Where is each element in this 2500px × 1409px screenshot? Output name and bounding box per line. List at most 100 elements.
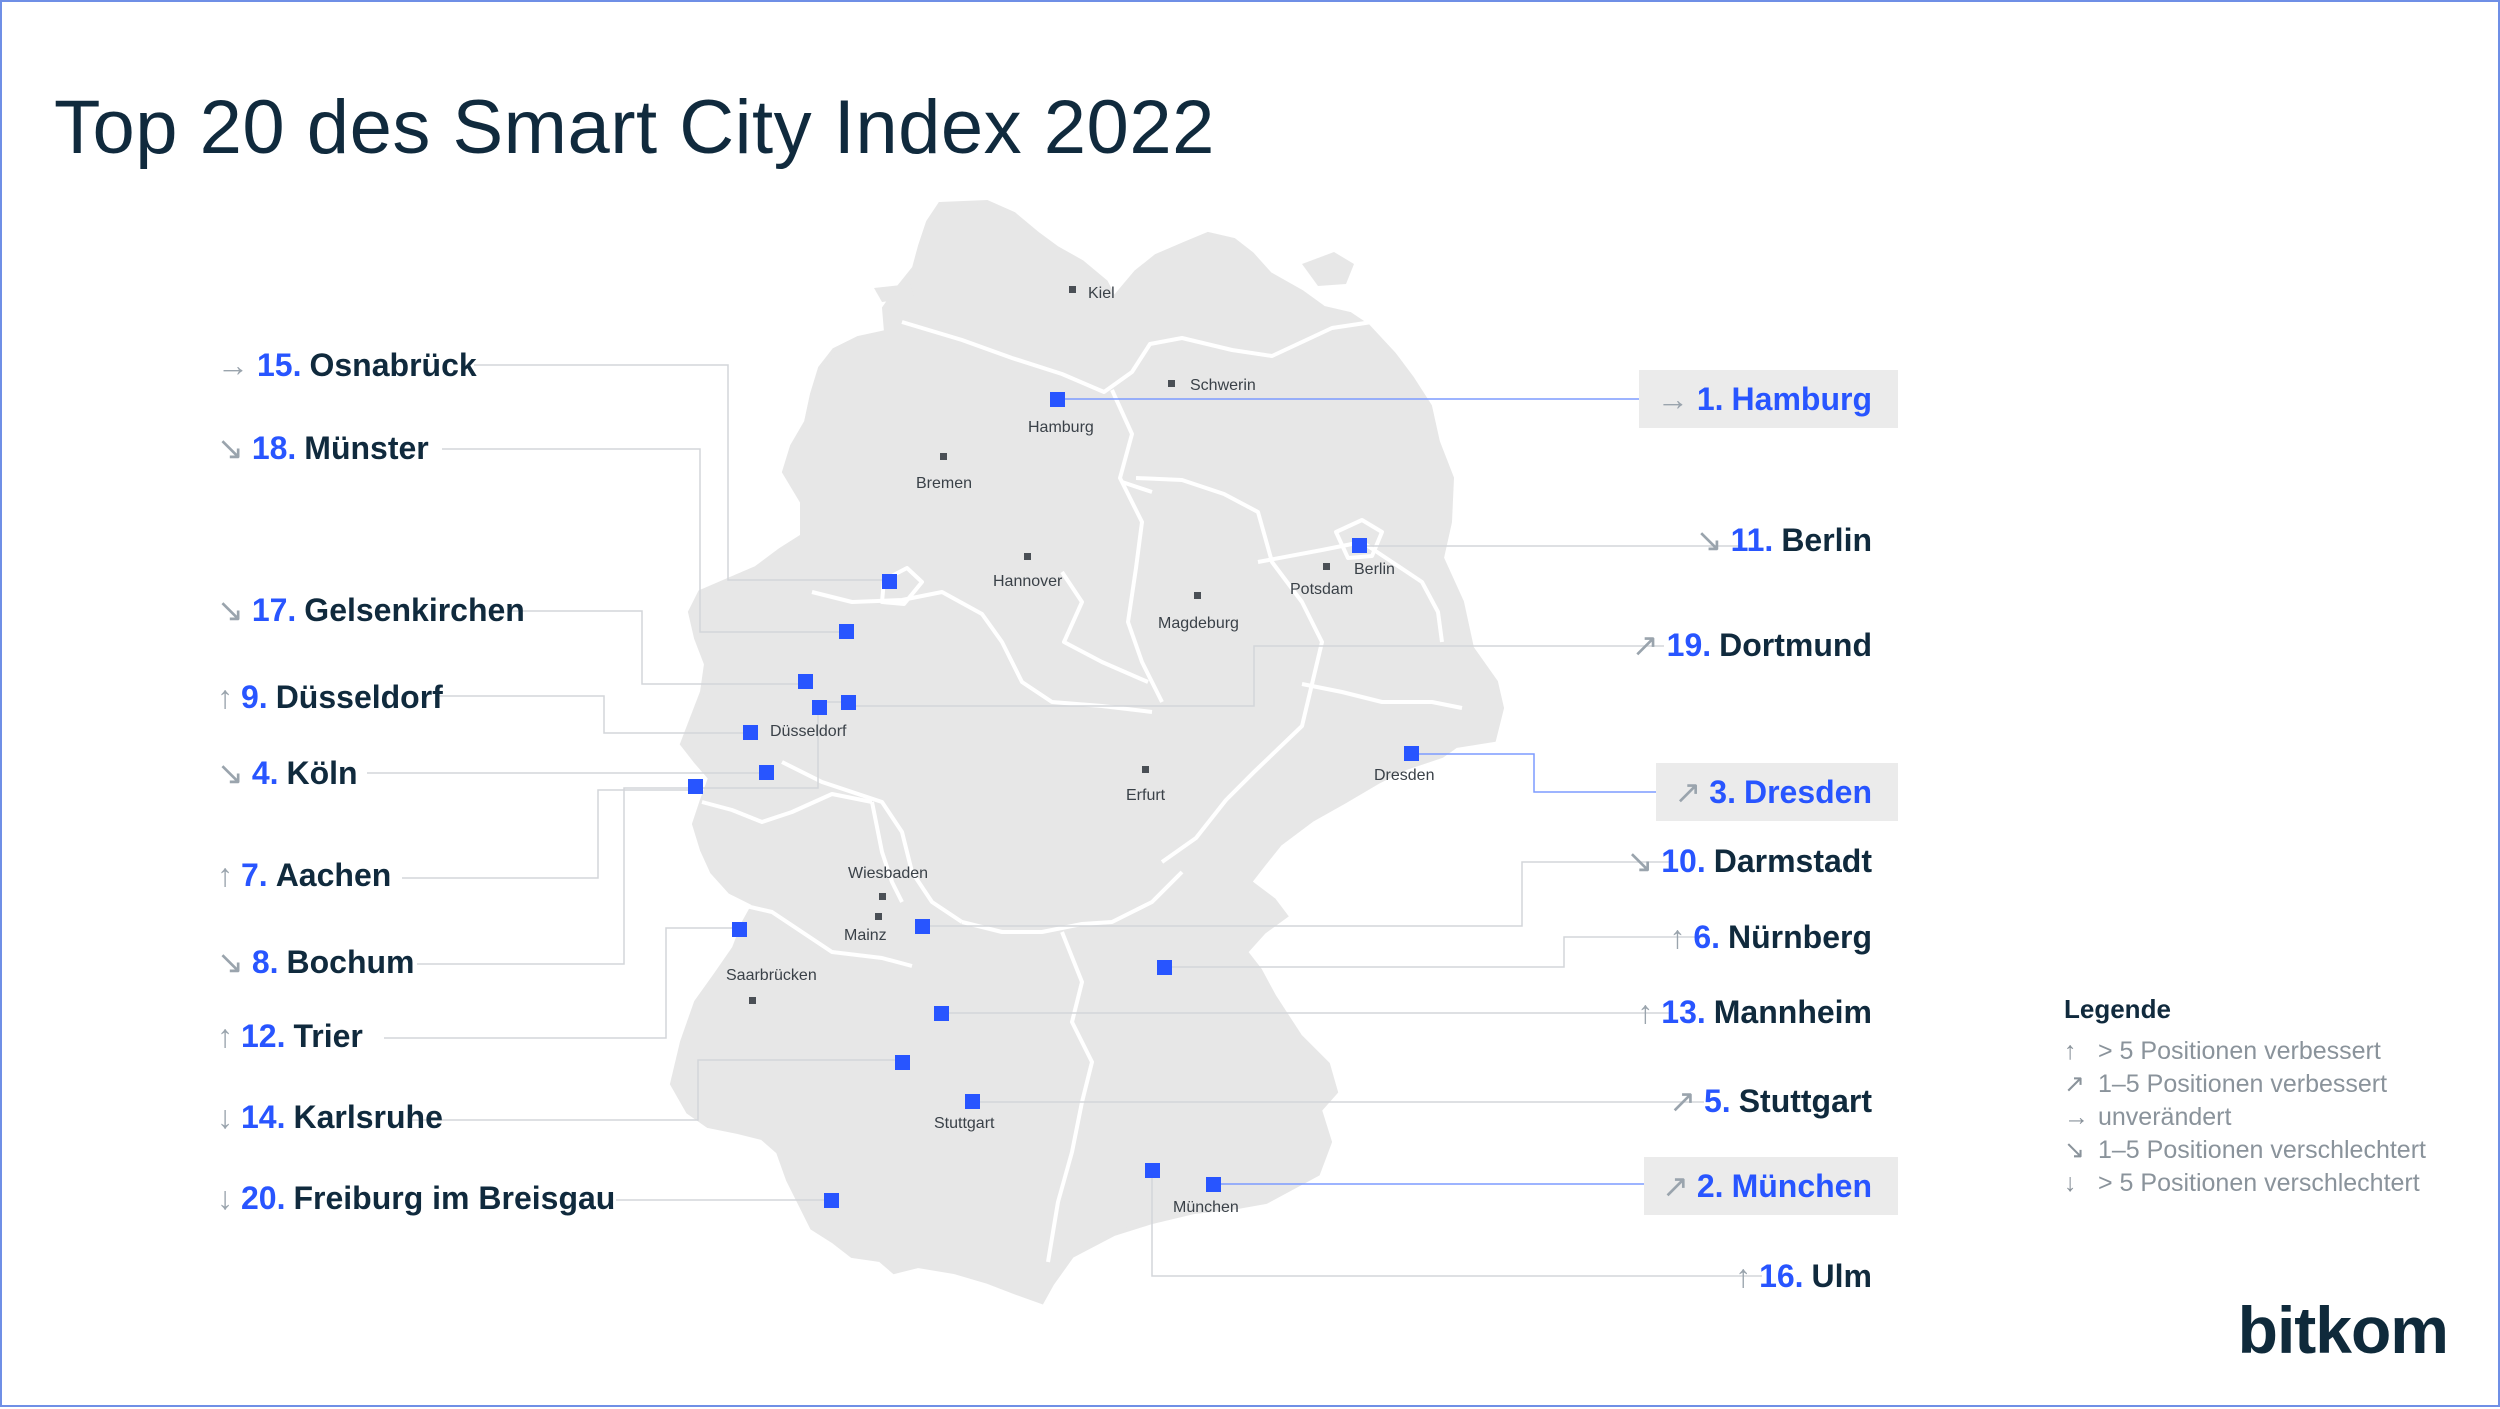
city-name: Dresden [1743,774,1872,810]
city-marker-aachen [688,779,703,794]
connector-lines [367,364,1762,1277]
legend-item: ↑ > 5 Positionen verbessert [2064,1035,2426,1068]
marker-schwerin [1168,380,1175,387]
map-label-muenchen: München [1173,1199,1239,1216]
map-label-bremen: Bremen [916,475,972,492]
marker-wiesbaden [879,893,886,900]
trend-arrow: ↑ [217,857,233,893]
rank-number: 9. [241,679,268,715]
ranking-item-berlin: ↘ 11. Berlin [1678,518,1898,562]
rank-number: 5. [1704,1083,1731,1119]
city-marker-koeln [759,765,774,780]
legend-item: ↗ 1–5 Positionen verbessert [2064,1068,2426,1101]
rank-number: 19. [1666,627,1712,663]
trend-arrow: ↘ [1695,522,1723,558]
map-label-berlin: Berlin [1354,561,1395,578]
trend-arrow: ↗ [1631,627,1659,663]
state-borders [701,320,1463,1263]
ranking-item-trier: ↑ 12. Trier [217,1014,363,1058]
ranking-item-bochum: ↘ 8. Bochum [217,940,415,984]
arrow-right-icon: → [2064,1103,2089,1131]
island-baltic [1302,252,1354,286]
page-title: Top 20 des Smart City Index 2022 [54,85,1215,170]
rank-number: 4. [251,755,279,791]
city-marker-muenster [839,624,854,639]
trend-arrow: ↘ [217,430,244,466]
marker-erfurt [1142,766,1149,773]
marker-hannover [1024,553,1031,560]
ranking-item-stuttgart: ↗ 5. Stuttgart [1651,1079,1898,1123]
map-label-wiesbaden: Wiesbaden [848,865,928,882]
city-marker-nuernberg [1157,960,1172,975]
map-label-duesseldorf: Düsseldorf [770,723,847,740]
city-name: Hamburg [1731,381,1872,417]
bitkom-logo: bitkom [2237,1293,2449,1367]
city-name: Darmstadt [1713,843,1872,879]
city-marker-mannheim [934,1006,949,1021]
arrow-up-right-icon: ↗ [2064,1070,2085,1098]
marker-mainz [875,913,882,920]
city-name: Berlin [1781,522,1872,558]
trend-arrow: ↗ [1674,774,1702,810]
marker-magdeburg [1194,592,1201,599]
map-label-potsdam: Potsdam [1290,581,1353,598]
map-label-schwerin: Schwerin [1190,377,1256,394]
legend-text: 1–5 Positionen verbessert [2098,1070,2388,1098]
germany-outline [669,199,1505,1305]
trend-arrow: ↑ [1669,919,1686,955]
map-label-hannover: Hannover [993,573,1063,590]
rank-number: 3. [1709,774,1736,810]
map-city-labels: Kiel Schwerin Hamburg Bremen Hannover Be… [726,285,1434,1216]
capital-markers [749,286,1330,1004]
map-label-erfurt: Erfurt [1126,787,1166,804]
map-label-dresden: Dresden [1374,767,1434,784]
city-marker-ulm [1145,1163,1160,1178]
ranking-item-nuernberg: ↑ 6. Nürnberg [1651,915,1898,959]
connector-dresden [1412,753,1710,793]
marker-saarbruecken [749,997,756,1004]
trend-arrow: ↑ [1735,1258,1752,1294]
rank-number: 11. [1730,522,1774,558]
marker-potsdam [1323,563,1330,570]
connector-lines-highlight [1058,398,1710,1185]
rank-number: 13. [1661,994,1706,1030]
legend-text: > 5 Positionen verschlechtert [2098,1169,2420,1197]
city-name: Münster [304,430,429,466]
map-label-magdeburg: Magdeburg [1158,615,1239,632]
trend-arrow: ↘ [1626,843,1654,879]
arrow-up-icon: ↑ [2064,1037,2077,1065]
legend-item: ↓ > 5 Positionen verschlechtert [2064,1167,2426,1200]
map-label-mainz: Mainz [844,927,887,944]
connector-nuernberg [1164,936,1704,968]
ranking-item-muenster: ↘ 18. Münster [217,426,429,470]
rank-number: 17. [251,592,297,628]
city-marker-stuttgart [965,1094,980,1109]
city-name: Dortmund [1719,627,1872,663]
connector-aachen [402,789,696,879]
connector-ulm [1151,1170,1762,1277]
city-marker-karlsruhe [895,1055,910,1070]
ranking-item-mannheim: ↑ 13. Mannheim [1619,990,1898,1034]
ranking-item-gelsenkirchen: ↘ 17. Gelsenkirchen [217,588,525,632]
trend-arrow: ↓ [217,1099,233,1135]
city-name: Ulm [1811,1258,1872,1294]
city-name: Bochum [286,944,415,980]
arrow-down-icon: ↓ [2064,1169,2077,1197]
legend: Legende ↑ > 5 Positionen verbessert ↗ 1–5 … [2064,994,2426,1200]
connector-trier [384,927,740,1039]
legend-text: > 5 Positionen verbessert [2098,1037,2381,1065]
rank-number: 16. [1759,1258,1804,1294]
city-name: Osnabrück [309,347,477,383]
map-label-hamburg: Hamburg [1028,419,1094,436]
legend-item: ↘ 1–5 Positionen verschlechtert [2064,1134,2426,1167]
city-name: Gelsenkirchen [304,592,525,628]
arrow-down-right-icon: ↘ [2064,1136,2085,1164]
trend-arrow: ↘ [217,944,244,980]
city-name: Trier [293,1018,363,1054]
city-name: Düsseldorf [275,679,443,715]
city-marker-dortmund [812,700,827,715]
rank-number: 20. [241,1180,286,1216]
city-name: Mannheim [1713,994,1872,1030]
